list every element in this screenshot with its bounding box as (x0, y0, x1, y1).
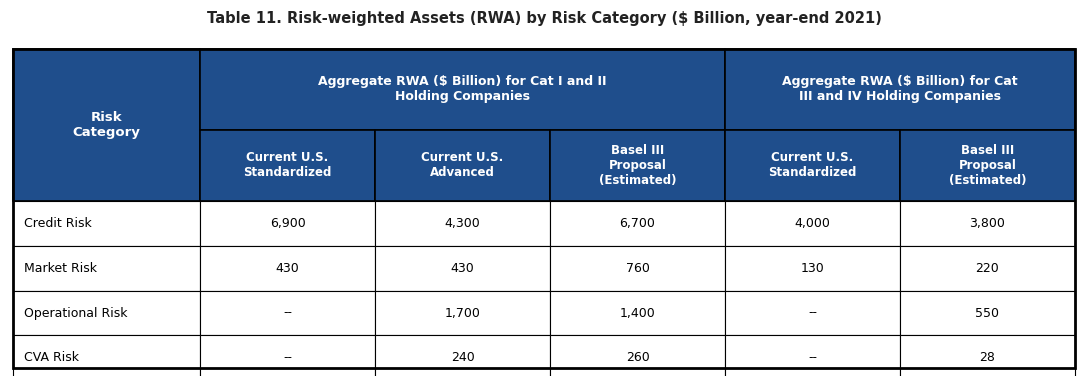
Text: Aggregate RWA ($ Billion) for Cat
III and IV Holding Companies: Aggregate RWA ($ Billion) for Cat III an… (782, 75, 1017, 103)
Bar (725, 49, 1075, 130)
Bar (375, 335, 551, 376)
Bar (551, 246, 725, 291)
Text: 260: 260 (626, 351, 650, 364)
Bar (725, 246, 900, 291)
Bar (13, 291, 200, 335)
Text: 130: 130 (801, 262, 825, 275)
Bar (725, 201, 900, 246)
Bar (13, 201, 200, 246)
Bar (551, 291, 725, 335)
Text: --: -- (283, 306, 292, 320)
Bar (13, 49, 200, 201)
Bar (13, 246, 200, 291)
Bar (375, 246, 551, 291)
Text: 760: 760 (626, 262, 650, 275)
Text: Basel III
Proposal
(Estimated): Basel III Proposal (Estimated) (598, 144, 677, 187)
Text: --: -- (283, 351, 292, 364)
Text: 430: 430 (275, 262, 299, 275)
Bar (200, 291, 375, 335)
Text: Market Risk: Market Risk (24, 262, 97, 275)
Bar (900, 291, 1075, 335)
Bar (551, 130, 725, 201)
Bar (200, 335, 375, 376)
Bar (725, 335, 900, 376)
Text: --: -- (808, 351, 817, 364)
Text: 4,000: 4,000 (794, 217, 830, 230)
Bar (375, 201, 551, 246)
Text: CVA Risk: CVA Risk (24, 351, 79, 364)
Bar (375, 291, 551, 335)
Text: Aggregate RWA ($ Billion) for Cat I and II
Holding Companies: Aggregate RWA ($ Billion) for Cat I and … (319, 75, 607, 103)
Text: 220: 220 (976, 262, 1000, 275)
Bar (900, 201, 1075, 246)
Bar (200, 49, 725, 130)
Text: Credit Risk: Credit Risk (24, 217, 91, 230)
Text: 1,700: 1,700 (445, 306, 481, 320)
Text: 430: 430 (450, 262, 474, 275)
Text: Operational Risk: Operational Risk (24, 306, 127, 320)
Text: 6,900: 6,900 (270, 217, 306, 230)
Text: Current U.S.
Standardized: Current U.S. Standardized (244, 152, 332, 179)
Text: 28: 28 (979, 351, 996, 364)
Bar (900, 335, 1075, 376)
Bar (13, 49, 1075, 368)
Bar (375, 130, 551, 201)
Text: 1,400: 1,400 (620, 306, 655, 320)
Text: 6,700: 6,700 (619, 217, 655, 230)
Text: 3,800: 3,800 (969, 217, 1005, 230)
Bar (725, 291, 900, 335)
Text: Table 11. Risk-weighted Assets (RWA) by Risk Category ($ Billion, year-end 2021): Table 11. Risk-weighted Assets (RWA) by … (207, 11, 881, 26)
Text: Current U.S.
Advanced: Current U.S. Advanced (421, 152, 504, 179)
Text: 240: 240 (450, 351, 474, 364)
Text: Basel III
Proposal
(Estimated): Basel III Proposal (Estimated) (949, 144, 1026, 187)
Bar (900, 130, 1075, 201)
Text: 4,300: 4,300 (445, 217, 481, 230)
Bar (13, 335, 200, 376)
Text: --: -- (808, 306, 817, 320)
Bar (200, 130, 375, 201)
Text: Current U.S.
Standardized: Current U.S. Standardized (768, 152, 856, 179)
Bar (725, 130, 900, 201)
Bar (900, 246, 1075, 291)
Bar (551, 335, 725, 376)
Text: 550: 550 (976, 306, 1000, 320)
Bar (200, 201, 375, 246)
Text: Risk
Category: Risk Category (73, 111, 140, 139)
Bar (200, 246, 375, 291)
Bar (551, 201, 725, 246)
